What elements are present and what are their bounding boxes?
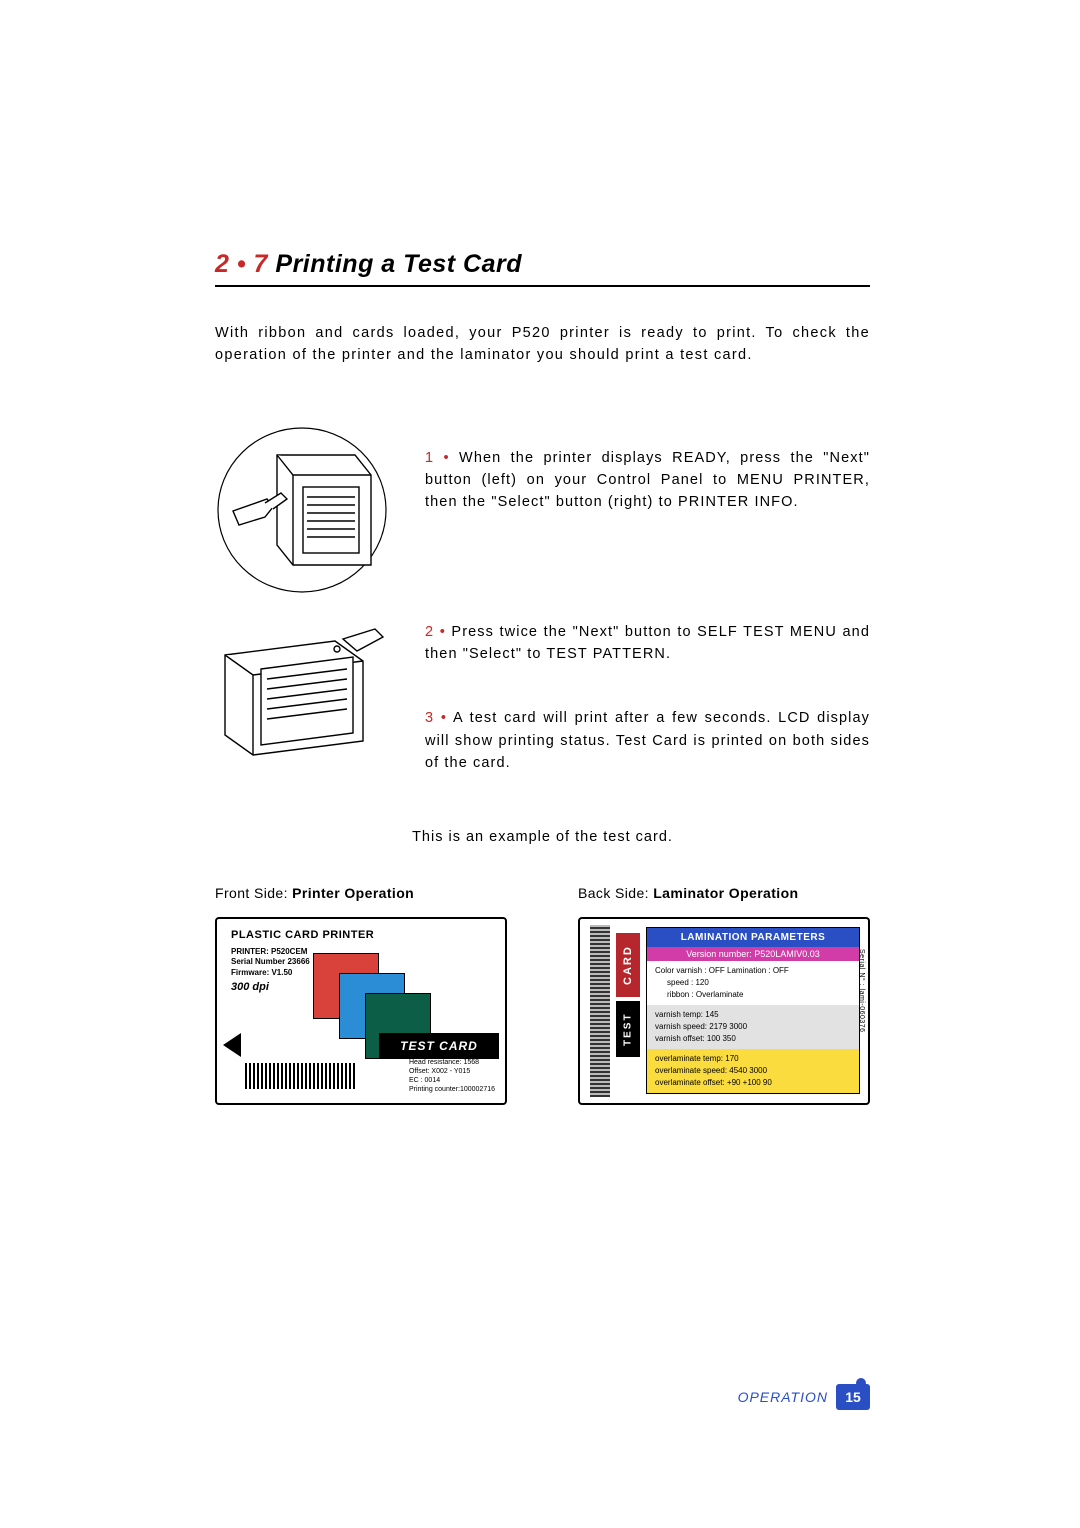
back-card-column: Back Side: Laminator Operation CARD TEST… (578, 885, 870, 1105)
back-card-label: Back Side: Laminator Operation (578, 885, 870, 901)
front-card-label: Front Side: Printer Operation (215, 885, 507, 901)
bc-g2: varnish speed: 2179 3000 (655, 1021, 851, 1033)
fc-offset: Offset: X002 - Y015 (409, 1067, 495, 1076)
fc-test-card-bar: TEST CARD (379, 1033, 499, 1059)
back-test-card: CARD TEST LAMINATION PARAMETERS Version … (578, 917, 870, 1105)
bc-w3: ribbon : Overlaminate (655, 989, 851, 1001)
step-2-3-text-col: 2 • Press twice the "Next" button to SEL… (425, 621, 870, 791)
bc-g1: varnish temp: 145 (655, 1009, 851, 1021)
front-label-bold: Printer Operation (292, 885, 414, 901)
heading-title: Printing a Test Card (275, 250, 522, 278)
step-2-body: Press twice the "Next" button to SELF TE… (425, 624, 870, 662)
fc-line-printer: PRINTER: P520CEM (231, 947, 310, 958)
front-label-prefix: Front Side: (215, 885, 292, 901)
fc-info-lines: PRINTER: P520CEM Serial Number 23666 Fir… (231, 947, 310, 979)
fc-line-firmware: Firmware: V1.50 (231, 968, 310, 979)
bc-panel-title: LAMINATION PARAMETERS (647, 928, 859, 947)
step-2-illustration (215, 621, 389, 791)
bc-mag-stripe (590, 925, 610, 1097)
bc-g3: varnish offset: 100 350 (655, 1033, 851, 1045)
bc-vertical-test: TEST (616, 1001, 640, 1057)
step-2-row: 2 • Press twice the "Next" button to SEL… (215, 621, 870, 791)
front-test-card: PLASTIC CARD PRINTER PRINTER: P520CEM Se… (215, 917, 507, 1105)
bc-serial: Serial N° : lami-060376 (858, 949, 865, 1033)
bc-version: Version number: P520LAMIV0.03 (647, 947, 859, 961)
page-footer: OPERATION 15 (738, 1384, 870, 1410)
step-3-text: 3 • A test card will print after a few s… (425, 707, 870, 774)
fc-counter: Printing counter:100002716 (409, 1085, 495, 1094)
bc-y2: overlaminate speed: 4540 3000 (655, 1065, 851, 1077)
fc-head-res: Head resistance: 1568 (409, 1058, 495, 1067)
heading-prefix: 2 • 7 (215, 250, 275, 278)
step-2-text: 2 • Press twice the "Next" button to SEL… (425, 621, 870, 666)
back-label-prefix: Back Side: (578, 885, 653, 901)
footer-section: OPERATION (738, 1389, 828, 1405)
cards-row: Front Side: Printer Operation PLASTIC CA… (215, 885, 870, 1105)
section-heading: 2 • 7 Printing a Test Card (215, 250, 870, 287)
step-1-num: 1 • (425, 450, 450, 466)
footer-page-badge: 15 (836, 1384, 870, 1410)
intro-paragraph: With ribbon and cards loaded, your P520 … (215, 323, 870, 367)
bc-y3: overlaminate offset: +90 +100 90 (655, 1077, 851, 1089)
back-label-bold: Laminator Operation (653, 885, 798, 901)
step-1-row: 1 • When the printer displays READY, pre… (215, 425, 870, 595)
page-content: 2 • 7 Printing a Test Card With ribbon a… (0, 0, 1080, 1105)
front-card-column: Front Side: Printer Operation PLASTIC CA… (215, 885, 507, 1105)
fc-line-serial: Serial Number 23666 (231, 957, 310, 968)
bc-vertical-card: CARD (616, 933, 640, 997)
step-1-illustration (215, 425, 389, 595)
bc-white-section: Color varnish : OFF Lamination : OFF spe… (647, 961, 859, 1005)
bc-w2: speed : 120 (655, 977, 851, 989)
bc-parameters-panel: LAMINATION PARAMETERS Version number: P5… (646, 927, 860, 1094)
step-1-body: When the printer displays READY, press t… (425, 450, 870, 511)
step-2-num: 2 • (425, 624, 446, 640)
example-line: This is an example of the test card. (215, 829, 870, 845)
fc-ec: EC : 0014 (409, 1076, 495, 1085)
fc-small-info: Head resistance: 1568 Offset: X002 - Y01… (409, 1058, 495, 1094)
fc-dpi: 300 dpi (231, 981, 269, 993)
bc-yellow-section: overlaminate temp: 170 overlaminate spee… (647, 1049, 859, 1093)
bc-w1: Color varnish : OFF Lamination : OFF (655, 965, 851, 977)
step-3-body: A test card will print after a few secon… (425, 710, 870, 771)
fc-barcode (245, 1063, 355, 1089)
bc-y1: overlaminate temp: 170 (655, 1053, 851, 1065)
fc-title: PLASTIC CARD PRINTER (231, 929, 374, 941)
fc-arrow-icon (223, 1033, 241, 1057)
step-1-text: 1 • When the printer displays READY, pre… (425, 425, 870, 595)
step-3-num: 3 • (425, 710, 447, 726)
bc-grey-section: varnish temp: 145 varnish speed: 2179 30… (647, 1005, 859, 1049)
